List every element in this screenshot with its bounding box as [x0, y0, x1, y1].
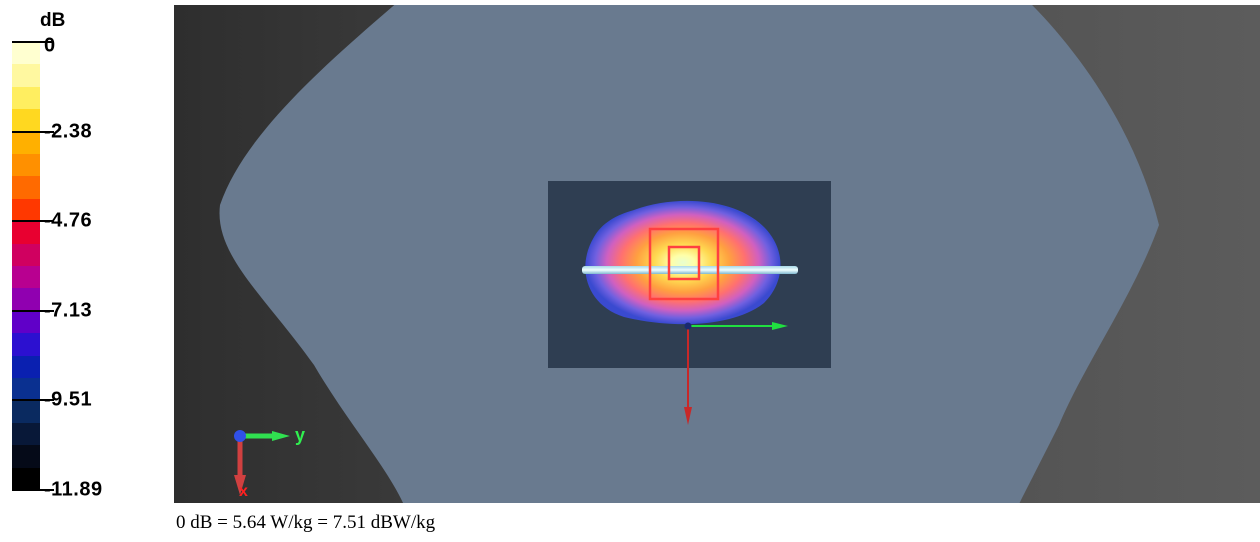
- colorbar-band: [12, 154, 40, 177]
- legend-tick-mark: [12, 220, 54, 223]
- legend-tick-label: 0: [44, 34, 56, 57]
- colorbar-band: [12, 86, 40, 110]
- colorbar-band: [12, 198, 40, 222]
- ref-axis-y-arrow: [772, 322, 788, 330]
- legend-tick-label: -11.89: [44, 478, 103, 501]
- ref-axis-x-arrow: [684, 407, 692, 425]
- colorbar-band: [12, 221, 40, 244]
- legend-tick-label: -9.51: [44, 388, 93, 411]
- viewport-canvas: y x: [219, 5, 1159, 503]
- colorbar-band: [12, 333, 40, 356]
- legend-tick-label: -7.13: [44, 299, 93, 322]
- colorbar-band: [12, 131, 40, 155]
- colorbar-band: [12, 109, 40, 132]
- sar-3d-viewport[interactable]: y x: [174, 5, 1260, 503]
- legend-tick-mark: [12, 41, 54, 43]
- sar-distribution: [585, 200, 781, 325]
- colorbar-band: [12, 378, 40, 401]
- zoom-cube-inner: [667, 245, 701, 281]
- axis-x-label: x: [239, 483, 248, 500]
- colorbar-band: [12, 467, 40, 491]
- legend-tick-label: -2.38: [44, 120, 93, 143]
- legend-tick-mark: [12, 130, 54, 133]
- legend-tick-label: -4.76: [44, 209, 93, 232]
- zoom-cube-outer: [648, 227, 720, 301]
- colorbar-band: [12, 400, 40, 423]
- legend-tick-mark: [12, 309, 54, 312]
- ref-axis-origin: [684, 322, 692, 330]
- reference-caption: 0 dB = 5.64 W/kg = 7.51 dBW/kg: [176, 512, 436, 533]
- colorbar: [12, 42, 40, 491]
- colorbar-band: [12, 310, 40, 334]
- axis-y-label: y: [295, 425, 305, 445]
- colorbar-band: [12, 176, 40, 199]
- colorbar-band: [12, 422, 40, 446]
- orientation-triad: [234, 430, 290, 495]
- legend-unit: dB: [40, 10, 66, 31]
- legend-tick-mark: [12, 399, 54, 402]
- colorbar-band: [12, 288, 40, 311]
- color-legend: dB 0 -2.38 -4.76 -7.13 -9.51 -11.89: [0, 0, 170, 510]
- colorbar-band: [12, 266, 40, 289]
- colorbar-band: [12, 355, 40, 379]
- colorbar-band: [12, 243, 40, 267]
- colorbar-band: [12, 445, 40, 468]
- colorbar-band: [12, 64, 40, 87]
- probe-bar: [582, 266, 798, 274]
- colorbar-band: [12, 42, 40, 65]
- legend-tick-mark: [12, 489, 54, 491]
